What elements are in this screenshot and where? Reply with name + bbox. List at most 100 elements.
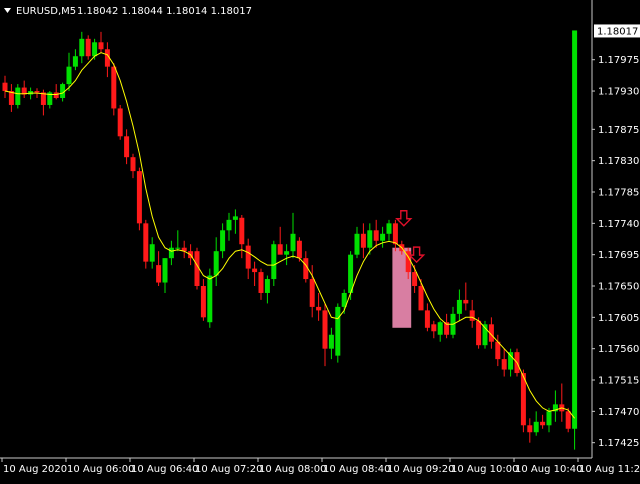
candle-body	[162, 258, 168, 283]
candle-body	[392, 223, 398, 245]
candle	[8, 84, 14, 112]
candle	[53, 84, 59, 100]
candle-body	[328, 334, 334, 349]
symbol-label: EURUSD,M5	[16, 6, 76, 17]
candle	[405, 247, 411, 280]
candle-body	[444, 322, 450, 335]
candle	[220, 223, 226, 259]
candle-body	[258, 272, 264, 293]
candle	[124, 129, 130, 165]
candle	[111, 63, 117, 116]
candle	[559, 383, 565, 422]
candle-body	[156, 265, 162, 283]
x-tick-label: 10 Aug 07:20	[195, 464, 262, 475]
candle	[264, 275, 270, 304]
x-tick-label: 10 Aug 10:00	[451, 464, 518, 475]
x-tick-label: 10 Aug 10:40	[515, 464, 582, 475]
candle	[354, 226, 360, 259]
candle-body	[8, 91, 14, 105]
candle-body	[239, 217, 245, 245]
x-tick-label: 10 Aug 09:20	[387, 464, 454, 475]
x-tick-label: 10 Aug 06:00	[67, 464, 134, 475]
current-price-tag	[594, 24, 640, 38]
y-tick-label: 1.17605	[598, 313, 639, 324]
candle	[552, 390, 558, 422]
candle-body	[476, 320, 482, 346]
candle	[226, 212, 232, 241]
candle-body	[226, 219, 232, 231]
candle-body	[21, 87, 27, 95]
candle-body	[373, 230, 379, 241]
y-tick-label: 1.17650	[598, 282, 639, 293]
candle	[200, 279, 206, 321]
candle-body	[40, 92, 46, 105]
triangle-down-icon[interactable]	[4, 8, 11, 13]
candle	[117, 104, 123, 140]
y-tick-label: 1.17695	[598, 250, 639, 261]
candle-body	[565, 411, 571, 429]
candle-body	[284, 251, 290, 255]
candle-body	[207, 275, 213, 323]
candle	[98, 31, 104, 53]
candle	[495, 334, 501, 367]
candle	[72, 49, 78, 71]
candle-body	[572, 30, 578, 429]
candle	[194, 247, 200, 290]
candle	[437, 320, 443, 342]
candle-body	[290, 233, 296, 252]
x-tick-label: 10 Aug 2020	[3, 464, 67, 475]
candle	[258, 268, 264, 300]
current-price-label: 1.18017	[597, 26, 638, 37]
candle	[245, 238, 251, 280]
candle-body	[194, 251, 200, 287]
candle	[104, 42, 110, 78]
candle	[431, 320, 437, 339]
candle-body	[264, 279, 270, 293]
candle-body	[482, 324, 488, 346]
candle	[143, 219, 149, 269]
candle-body	[354, 233, 360, 255]
y-tick-label: 1.17975	[598, 55, 639, 66]
candle	[239, 214, 245, 259]
candle-body	[488, 324, 494, 342]
candle-body	[322, 310, 328, 349]
candle-body	[348, 254, 354, 293]
candle	[373, 219, 379, 248]
candle	[168, 240, 174, 266]
candle-body	[552, 404, 558, 412]
candle-body	[136, 171, 142, 224]
candle-body	[34, 91, 40, 93]
candle-body	[437, 322, 443, 335]
candle-body	[271, 244, 277, 280]
candle	[360, 223, 366, 259]
candle-body	[220, 230, 226, 252]
candle-body	[252, 268, 258, 273]
candle	[60, 82, 66, 102]
candle	[252, 261, 258, 287]
candle-body	[104, 49, 110, 67]
candle	[540, 414, 546, 429]
candle	[162, 258, 168, 293]
candle-body	[501, 359, 507, 370]
candle-body	[72, 56, 78, 67]
candle	[469, 299, 475, 328]
candle-body	[360, 233, 366, 248]
candle	[533, 411, 539, 436]
candle	[444, 313, 450, 339]
candle	[15, 84, 21, 109]
candle	[85, 35, 91, 60]
candle-body	[47, 92, 53, 105]
candle	[482, 320, 488, 349]
candle	[328, 327, 334, 360]
candle-body	[245, 245, 251, 269]
candle-body	[386, 223, 392, 234]
candle-body	[508, 352, 514, 370]
candle-body	[60, 84, 66, 99]
y-tick-label: 1.17560	[598, 344, 639, 355]
x-tick-label: 10 Aug 06:40	[131, 464, 198, 475]
candle	[66, 52, 72, 92]
candle-body	[540, 421, 546, 426]
candle	[303, 251, 309, 283]
